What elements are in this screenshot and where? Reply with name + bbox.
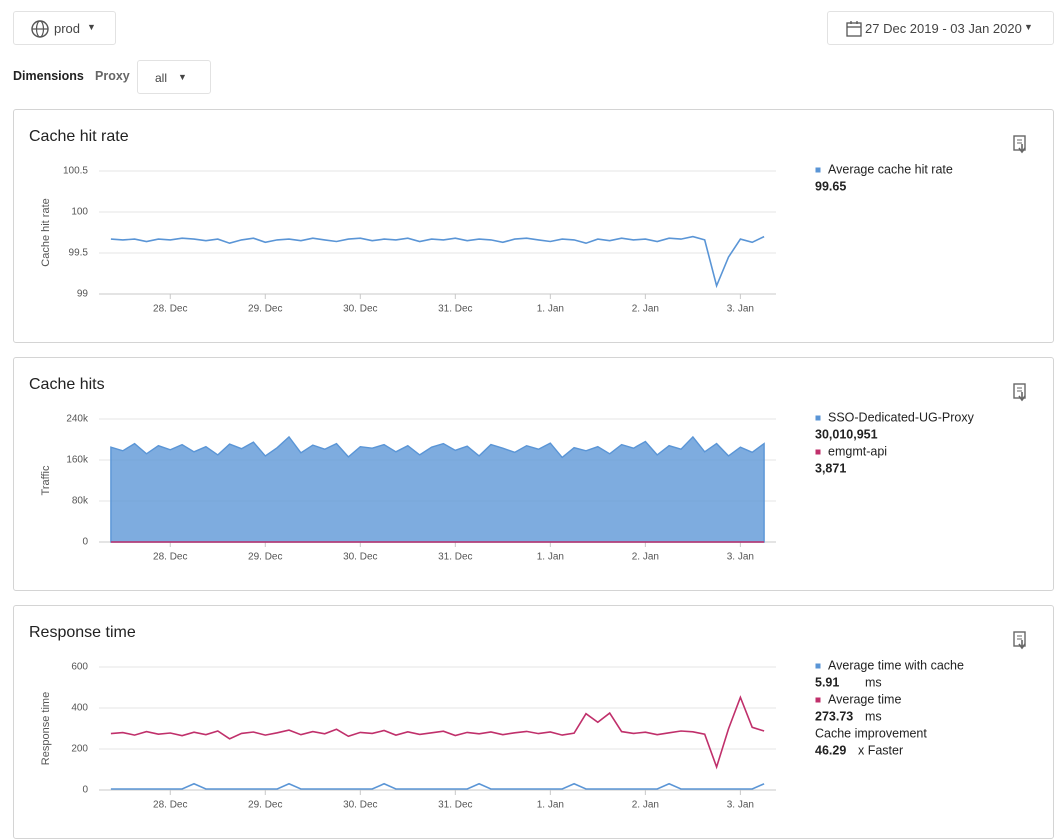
chart: Response time Response time 0 200 400 600 28. … [29,624,1026,811]
data-line [110,695,765,770]
legend-total: 3,871 [815,461,846,475]
data-line [110,782,765,790]
legend-marker [814,414,822,422]
legend-total: 5.91 [815,675,839,689]
legend-label: Average time with cache [828,658,964,672]
x-tick-label: 30. Dec [343,800,377,811]
chart-title: Cache hits [29,376,105,393]
legend-label: Average cache hit rate [828,162,953,176]
calendar-icon [846,21,862,37]
y-tick-label: 240k [66,414,89,425]
y-tick-label: 160k [66,455,89,466]
proxy-value: all [155,71,168,85]
y-axis-label: Traffic [40,465,52,495]
dropdown-arrow: ▼ [1024,22,1033,32]
proxy-select[interactable]: all ▼ [137,60,211,94]
x-tick-label: 29. Dec [248,552,282,563]
y-axis-label: Cache hit rate [40,198,52,266]
x-tick-label: 1. Jan [537,304,564,315]
x-tick-label: 31. Dec [438,552,472,563]
download-button[interactable] [1013,135,1026,154]
legend-marker [814,448,822,456]
date-range-value: 27 Dec 2019 - 03 Jan 2020 [865,21,1022,36]
chart-card: Cache hit rate Cache hit rate 99 99.5 100 100… [13,109,1054,343]
x-tick-label: 28. Dec [153,552,187,563]
dimensions-label: Dimensions [13,69,84,83]
legend-marker [814,662,822,670]
legend-label: emgmt-api [828,444,887,458]
note-value: 46.29 [815,743,846,757]
x-tick-label: 30. Dec [343,304,377,315]
date-range-select[interactable]: 27 Dec 2019 - 03 Jan 2020 ▼ [827,11,1054,45]
legend-total: 273.73 [815,709,853,723]
x-tick-label: 31. Dec [438,800,472,811]
x-tick-label: 2. Jan [632,304,659,315]
y-tick-label: 99 [77,289,89,300]
x-tick-label: 28. Dec [153,800,187,811]
chart-title: Cache hit rate [29,128,129,145]
proxy-label: Proxy [95,69,130,83]
note-label: Cache improvement [815,726,927,740]
y-tick-label: 200 [71,744,88,755]
chart-card: Response time Response time 0 200 400 600 28. … [13,605,1054,839]
x-tick-label: 29. Dec [248,304,282,315]
y-tick-label: 400 [71,703,88,714]
y-tick-label: 100.5 [63,166,88,177]
x-tick-label: 3. Jan [727,800,754,811]
note-unit: x Faster [858,743,903,757]
dropdown-arrow: ▼ [178,72,187,82]
dropdown-arrow: ▼ [87,22,96,32]
x-tick-label: 3. Jan [727,304,754,315]
x-tick-label: 1. Jan [537,800,564,811]
legend-marker [814,166,822,174]
environment-value: prod [54,21,81,36]
y-tick-label: 99.5 [69,248,89,259]
download-button[interactable] [1013,383,1026,402]
download-button[interactable] [1013,631,1026,650]
y-axis-label: Response time [40,692,52,765]
x-tick-label: 31. Dec [438,304,472,315]
legend-label: SSO-Dedicated-UG-Proxy [828,410,975,424]
chart-title: Response time [29,624,136,641]
x-tick-label: 30. Dec [343,552,377,563]
data-line [110,235,765,289]
y-tick-label: 600 [71,662,88,673]
x-tick-label: 28. Dec [153,304,187,315]
y-tick-label: 80k [72,496,89,507]
legend-total: 30,010,951 [815,427,878,441]
x-tick-label: 2. Jan [632,800,659,811]
legend-unit: ms [865,709,882,723]
x-tick-label: 3. Jan [727,552,754,563]
data-area [110,435,765,543]
y-tick-label: 0 [82,785,88,796]
chart-card: Cache hits Traffic 0 80k 160k 240k 28. Dec 29. … [13,357,1054,591]
y-tick-label: 0 [82,537,88,548]
environment-select[interactable]: prod ▼ [13,11,116,45]
legend-unit: ms [865,675,882,689]
x-tick-label: 29. Dec [248,800,282,811]
legend-label: Average time [828,692,901,706]
chart: Cache hit rate Cache hit rate 99 99.5 100 100… [29,128,1026,315]
legend-total: 99.65 [815,179,846,193]
legend-marker [814,696,822,704]
x-tick-label: 1. Jan [537,552,564,563]
y-tick-label: 100 [71,207,88,218]
chart: Cache hits Traffic 0 80k 160k 240k 28. Dec 29. … [29,376,1026,563]
globe-icon [31,20,49,38]
x-tick-label: 2. Jan [632,552,659,563]
